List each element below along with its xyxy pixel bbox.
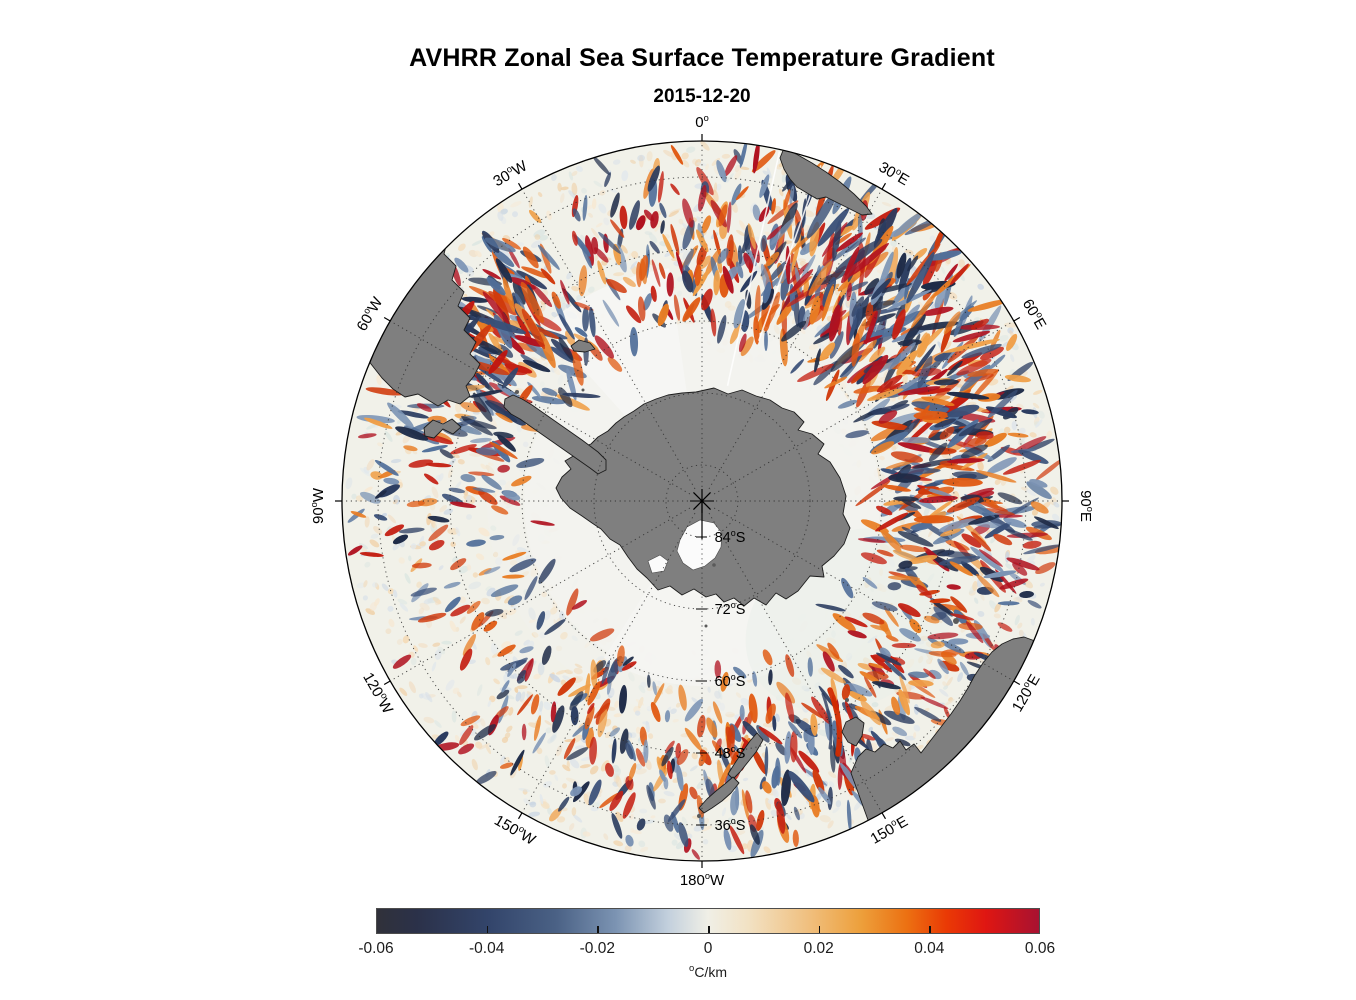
latitude-label: 84oS: [715, 528, 746, 546]
longitude-label: 180oW: [680, 871, 725, 889]
ross-ice-shelf: [676, 519, 723, 571]
longitude-tick: [517, 812, 523, 820]
colorbar-tick-mark: [818, 926, 821, 933]
colorbar-tick-mark: [486, 926, 489, 933]
figure-title: AVHRR Zonal Sea Surface Temperature Grad…: [409, 44, 995, 72]
land-south-america: [342, 189, 481, 407]
land-tasmania: [841, 716, 865, 747]
colorbar-tick-mark: [597, 926, 599, 933]
islet: [697, 814, 701, 818]
colorbar-tick-label: -0.04: [469, 940, 505, 957]
islet: [704, 624, 708, 628]
longitude-label: 30oE: [876, 158, 913, 190]
colorbar-tick-mark: [708, 926, 710, 933]
longitude-tick: [1013, 316, 1021, 322]
land-south-georgia: [570, 339, 596, 353]
swath-gap-line: [726, 151, 781, 386]
land-antarctic-peninsula: [503, 394, 607, 475]
colorbar-tick-label: -0.02: [579, 940, 615, 957]
figure-date-subtitle: 2015-12-20: [653, 86, 751, 107]
land-africa-tip: [779, 147, 873, 216]
longitude-label: 90oE: [1077, 490, 1095, 522]
islet: [712, 563, 716, 567]
longitude-tick: [517, 182, 523, 190]
colorbar-tick-label: 0: [703, 940, 713, 957]
colorbar-tick-label: -0.06: [358, 940, 394, 957]
longitude-tick: [881, 812, 887, 820]
longitude-tick: [383, 680, 391, 686]
longitude-tick: [881, 182, 887, 190]
colorbar: -0.06 -0.04 -0.02 0 0.02 0.04 0.06 oC/km: [358, 908, 1055, 980]
longitude-tick: [383, 316, 391, 322]
longitude-label: 0o: [695, 113, 709, 131]
graticule: [342, 141, 1062, 861]
latitude-label: 72oS: [715, 600, 746, 618]
latitude-label: 48oS: [715, 744, 746, 762]
longitude-label: 90oW: [309, 487, 327, 524]
islet: [515, 390, 519, 394]
ice-shelf-west: [647, 554, 669, 574]
longitude-label: 60oW: [353, 293, 387, 334]
longitude-label: 60oE: [1019, 296, 1051, 333]
colorbar-tick-label: 0.02: [803, 940, 834, 957]
colorbar-tick-label: 0.06: [1024, 940, 1056, 957]
islet: [953, 618, 959, 624]
land-falkland-islands: [423, 418, 462, 439]
islet: [581, 388, 585, 392]
eac-filament: [827, 687, 843, 757]
longitude-tick: [1013, 680, 1021, 686]
longitude-label: 30oW: [490, 156, 531, 190]
latitude-label: 36oS: [715, 816, 746, 834]
colorbar-tick-mark: [929, 926, 931, 933]
colorbar-tick-label: 0.04: [914, 940, 945, 957]
islet: [845, 698, 849, 702]
latitude-label: 60oS: [715, 672, 746, 690]
colorbar-unit-label: oC/km: [689, 963, 727, 980]
land-new-zealand-south-island: [698, 776, 740, 814]
